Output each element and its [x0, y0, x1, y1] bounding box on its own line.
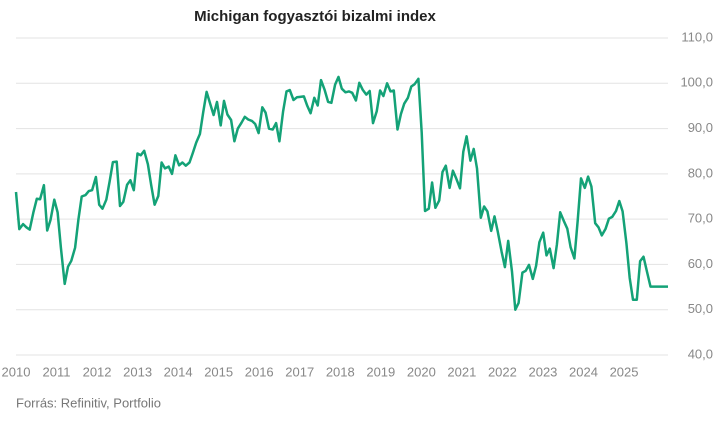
y-tick-label: 80,0 — [688, 165, 713, 180]
y-tick-label: 50,0 — [688, 301, 713, 316]
x-tick-label: 2016 — [245, 364, 274, 379]
x-tick-label: 2017 — [285, 364, 314, 379]
x-tick-label: 2011 — [43, 364, 71, 379]
x-tick-label: 2015 — [204, 364, 233, 379]
x-tick-label: 2019 — [366, 364, 395, 379]
x-tick-label: 2018 — [326, 364, 355, 379]
x-tick-label: 2014 — [164, 364, 193, 379]
x-tick-label: 2024 — [569, 364, 598, 379]
x-tick-label: 2022 — [488, 364, 517, 379]
source: Forrás: Refinitiv, Portfolio — [16, 395, 161, 410]
x-tick-label: 2025 — [610, 364, 639, 379]
line — [14, 75, 668, 311]
y-tick-label: 70,0 — [688, 211, 713, 226]
y-tick-label: 100,0 — [680, 75, 713, 90]
y-tick-label: 110,0 — [681, 29, 713, 44]
chart-title: Michigan fogyasztói bizalmi index — [194, 8, 436, 25]
x-tick-label: 2013 — [123, 364, 152, 379]
x-tick-label: 2010 — [2, 364, 31, 379]
y-tick-label: 40,0 — [688, 346, 713, 361]
x-tick-label: 2020 — [407, 364, 436, 379]
y-tick-label: 60,0 — [688, 256, 713, 271]
x-tick-label: 2012 — [83, 364, 112, 379]
x-tick-label: 2023 — [528, 364, 557, 379]
x-tick-label: 2021 — [447, 364, 476, 379]
y-tick-label: 90,0 — [688, 120, 713, 135]
